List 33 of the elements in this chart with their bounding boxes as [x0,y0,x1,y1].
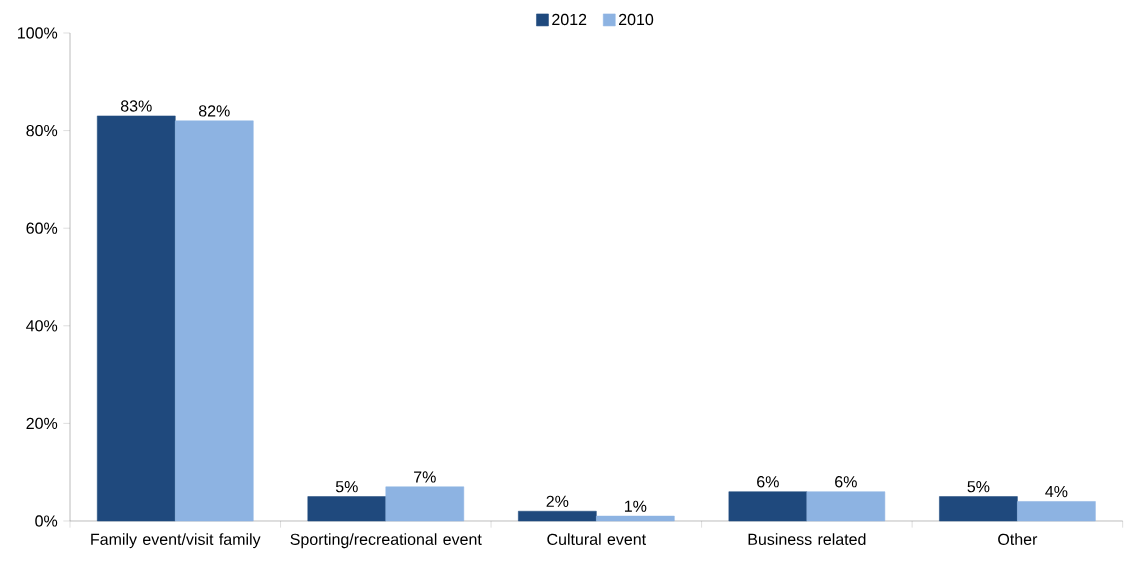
bar [385,486,465,522]
x-tick-label: Business related [748,533,866,545]
x-tick-label: Other [998,533,1038,545]
data-label: 5% [967,481,990,493]
data-label: 83% [120,100,152,112]
bar [939,496,1018,522]
y-tick-label: 60% [26,222,58,234]
bar [175,120,254,522]
data-label: 7% [414,471,436,483]
bar [307,496,387,522]
bar [596,515,675,522]
data-label: 6% [835,476,857,488]
x-tick-label: Cultural event [547,533,646,545]
data-label: 4% [1045,486,1068,498]
legend-label: 2010 [619,13,654,26]
data-label: 82% [198,105,230,117]
y-tick-label: 80% [26,124,58,137]
bar [806,491,886,522]
y-tick-label: 20% [26,417,58,430]
data-label: 1% [624,500,647,512]
bar [728,491,808,522]
x-tick-label: Family event/visit family [91,533,261,549]
legend-label: 2012 [552,13,587,26]
bar [1017,501,1096,522]
bar [97,115,176,522]
x-tick-label: Sporting/recreational event [290,533,482,549]
y-tick-label: 0% [35,515,58,527]
y-tick-label: 100% [18,27,58,39]
data-label: 2% [546,495,569,507]
bar [518,510,597,522]
y-tick-label: 40% [26,320,58,332]
data-label: 5% [335,481,358,493]
data-label: 6% [757,476,779,488]
